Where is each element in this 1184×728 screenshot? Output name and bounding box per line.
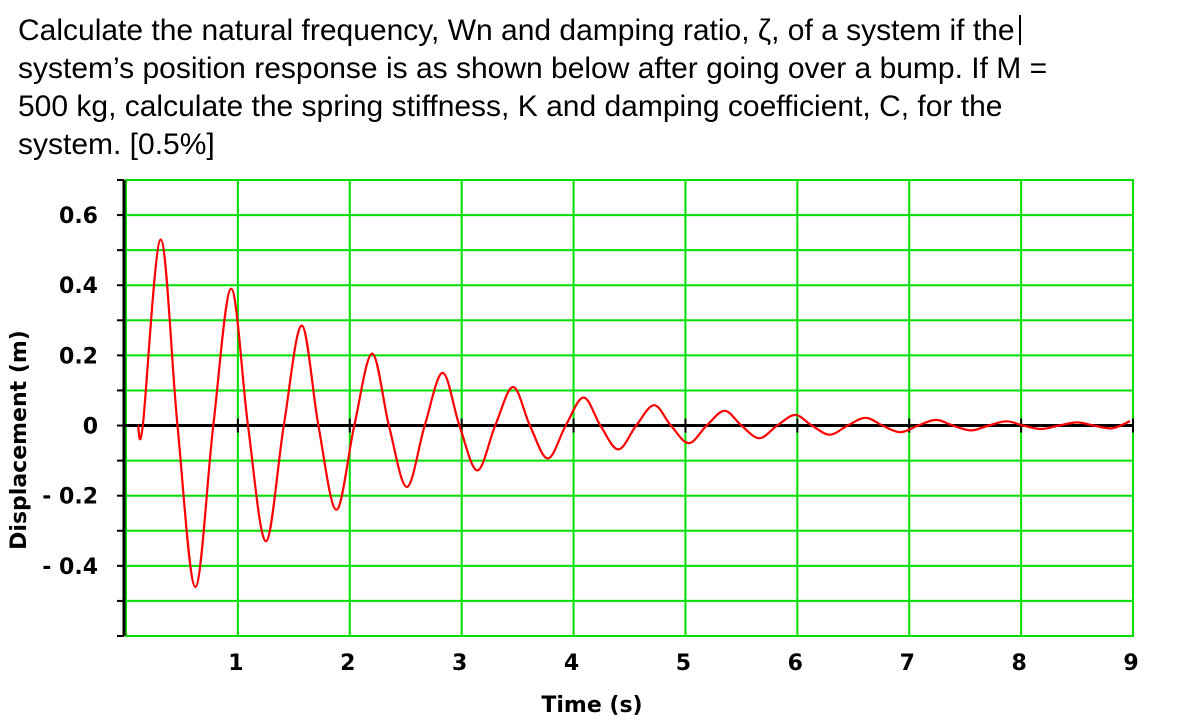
- data-point-0-8: [283, 424, 285, 427]
- question-line-1: Calculate the natural frequency, Wn and …: [18, 12, 1168, 50]
- x-tick-label-5: 5: [676, 651, 691, 676]
- y-tick-label-3: 0: [83, 415, 98, 440]
- data-point-0-12: [353, 424, 356, 427]
- x-tick-label-7: 7: [900, 651, 915, 676]
- chart-series-layer: [136, 238, 1131, 588]
- data-point-0-45: [935, 419, 937, 421]
- data-point-0-3: [194, 586, 197, 588]
- data-point-0-55: [1110, 427, 1113, 430]
- data-point-0-34: [740, 424, 743, 427]
- x-tick-label-2: 2: [340, 651, 355, 676]
- chart-labels: 0.6 0.4 0.2 0 - 0.2 - 0.4 1 2 3 4 5 6 7 8 9: [42, 204, 1138, 676]
- chart-grid: [125, 179, 1134, 637]
- x-tick-label-6: 6: [788, 651, 803, 676]
- chart-axes: [117, 179, 1134, 637]
- data-point-0-42: [881, 424, 884, 427]
- data-point-0-41: [864, 417, 867, 419]
- x-tick-label-9: 9: [1123, 651, 1138, 676]
- y-tick-label-1: 0.4: [59, 274, 98, 299]
- data-point-0-52: [1058, 424, 1060, 427]
- question-line-4: system. [0.5%]: [18, 128, 215, 161]
- data-point-0-43: [899, 431, 902, 434]
- data-point-0-46: [952, 424, 954, 427]
- series-line-0: [136, 238, 1131, 588]
- data-point-0-27: [617, 448, 620, 451]
- data-point-0-23: [547, 457, 549, 460]
- data-point-0-35: [758, 437, 761, 440]
- data-point-0-32: [705, 424, 708, 427]
- y-tick-label-0: 0.6: [59, 204, 98, 229]
- data-point-0-38: [811, 424, 813, 427]
- y-tick-label-2: 0.2: [59, 344, 98, 369]
- data-point-0-30: [670, 424, 672, 427]
- y-tick-label-5: - 0.4: [42, 555, 98, 580]
- data-point-0-22: [529, 424, 531, 427]
- data-point-0-39: [829, 433, 831, 436]
- data-point-0-7: [265, 540, 267, 543]
- data-point-0-2: [176, 424, 179, 427]
- data-point-0-51: [1040, 428, 1043, 430]
- data-point-0-16: [423, 424, 426, 427]
- question-text: Calculate the natural frequency, Wn and …: [18, 12, 1168, 164]
- data-point-0-48: [987, 424, 990, 427]
- question-line-2: system’s position response is as shown b…: [18, 52, 1048, 85]
- data-point-0-21: [512, 386, 514, 388]
- data-point-0-54: [1093, 424, 1095, 427]
- data-point-0-9: [300, 324, 303, 327]
- data-point-0-29: [653, 404, 655, 407]
- data-point-0-0: [142, 424, 144, 427]
- data-point-0-17: [441, 372, 444, 374]
- data-point-0-36: [776, 424, 778, 427]
- x-tick-label-8: 8: [1011, 651, 1026, 676]
- question-line-3: 500 kg, calculate the spring stiffness, …: [18, 90, 1003, 123]
- y-tick-label-4: - 0.2: [42, 485, 98, 510]
- data-point-0-40: [846, 424, 849, 427]
- x-tick-label-4: 4: [564, 651, 579, 676]
- data-point-0-20: [494, 424, 497, 427]
- data-point-0-56: [1128, 420, 1131, 423]
- data-point-0-10: [317, 424, 320, 427]
- text-cursor: [1018, 15, 1021, 45]
- data-point-0-14: [388, 424, 390, 427]
- data-point-0-6: [247, 424, 249, 427]
- data-point-0-53: [1076, 421, 1078, 424]
- data-point-0-4: [212, 424, 215, 427]
- data-point-0-1: [159, 238, 162, 241]
- question-line-1-text: Calculate the natural frequency, Wn and …: [18, 14, 1015, 47]
- data-point-0-31: [688, 442, 690, 444]
- x-axis-title: Time (s): [541, 693, 642, 718]
- data-point-0-33: [723, 410, 726, 412]
- plot-border: [125, 179, 1134, 637]
- x-tick-label-1: 1: [228, 651, 243, 676]
- data-point-0-24: [564, 424, 567, 427]
- y-axis-title: Displacement (m): [7, 330, 32, 550]
- data-point-0-19: [476, 469, 479, 472]
- data-point-0-13: [371, 352, 374, 355]
- data-point-0-5: [230, 287, 232, 290]
- data-point-0-49: [1005, 420, 1008, 423]
- data-point-0-28: [635, 424, 637, 427]
- data-point-0-11: [335, 508, 338, 511]
- data-point-0-50: [1022, 424, 1025, 427]
- data-point-0-18: [458, 424, 461, 427]
- data-point-0-15: [406, 486, 408, 488]
- data-point-0-47: [970, 429, 972, 432]
- data-point-0-25: [582, 396, 585, 399]
- data-point-0-44: [917, 424, 919, 427]
- x-tick-label-3: 3: [452, 651, 467, 676]
- data-point-0-26: [599, 424, 602, 427]
- data-point-0-37: [794, 414, 796, 416]
